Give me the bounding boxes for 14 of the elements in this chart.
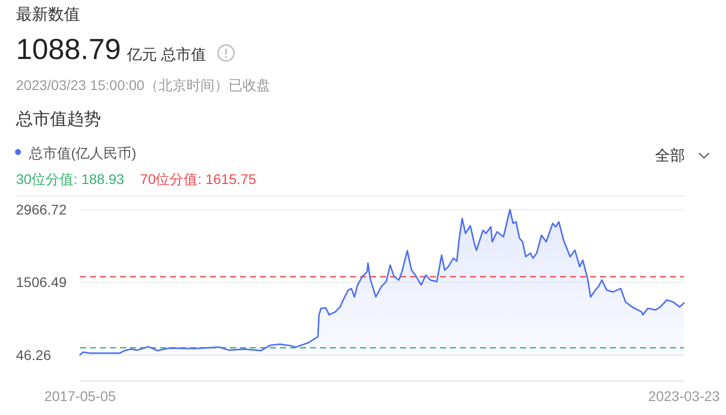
x-tick-label: 2023-03-23 <box>648 388 720 404</box>
y-tick-label: 1506.49 <box>16 274 67 290</box>
text: 最新数值 <box>16 6 80 24</box>
text: 亿元 总市值 <box>126 46 206 64</box>
text: 1088.79 <box>16 34 121 66</box>
legend-label: 总市值(亿人民币) <box>28 145 136 161</box>
text: 2023/03/23 15:00:00（北京时间）已收盘 <box>16 77 270 93</box>
ref-line-label: 70位分值: 1615.75 <box>140 171 256 187</box>
x-tick-label: 2017-05-05 <box>44 388 116 404</box>
chart-title: 总市值趋势 <box>15 110 101 128</box>
text: 全部 <box>655 148 685 164</box>
ref-line-label: 30位分值: 188.93 <box>16 171 124 187</box>
y-tick-label: 46.26 <box>16 346 52 363</box>
y-tick-label: 2966.72 <box>16 202 67 218</box>
